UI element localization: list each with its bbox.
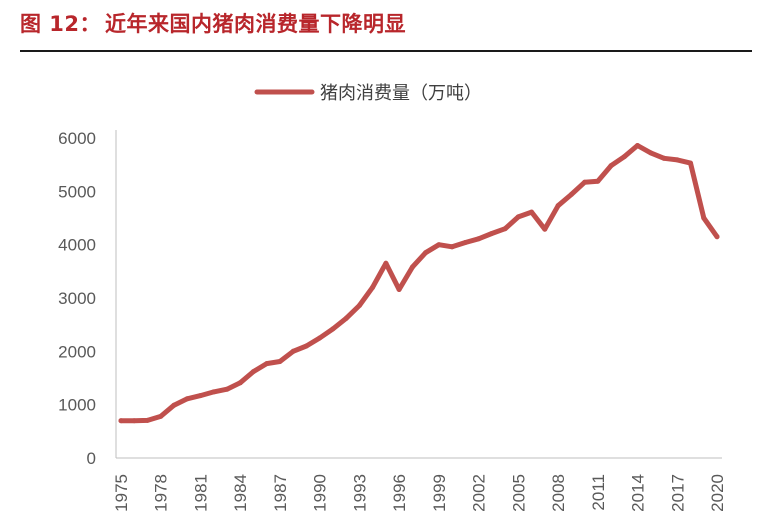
data-point	[423, 250, 429, 256]
data-point	[688, 160, 693, 166]
data-point	[515, 214, 521, 220]
data-point	[198, 393, 203, 399]
data-point	[383, 260, 389, 266]
data-point	[250, 369, 256, 375]
data-point	[595, 178, 601, 184]
figure-title-text: 近年来国内猪肉消费量下降明显	[105, 12, 407, 36]
data-point	[661, 155, 667, 161]
data-point	[224, 386, 230, 392]
x-tick-label: 2017	[668, 474, 687, 511]
data-point	[145, 417, 150, 423]
data-point	[370, 284, 376, 290]
data-point	[131, 418, 137, 424]
plot-area	[118, 143, 720, 424]
series-line-0	[118, 143, 720, 424]
data-point	[290, 348, 296, 354]
x-tick-label: 1990	[311, 474, 330, 511]
title-divider	[20, 50, 752, 52]
x-tick-label: 2002	[470, 474, 489, 511]
data-point	[635, 143, 640, 148]
data-point	[343, 315, 349, 321]
data-point	[303, 343, 309, 349]
x-tick-label: 1996	[390, 474, 409, 511]
x-tick-label: 2008	[549, 474, 568, 511]
data-point	[237, 380, 243, 386]
data-point	[568, 192, 574, 197]
y-axis-ticks: 0 1000 2000 3000 4000 5000 6000	[58, 129, 96, 468]
data-point	[396, 287, 402, 292]
data-point	[277, 359, 283, 364]
x-tick-label: 2011	[589, 474, 608, 511]
data-point	[462, 240, 468, 245]
x-tick-label: 1978	[152, 474, 171, 511]
data-point	[701, 215, 707, 221]
legend: 猪肉消费量（万吨）	[254, 83, 482, 104]
x-tick-label: 1993	[350, 474, 369, 511]
data-point	[502, 226, 508, 232]
data-point	[118, 418, 124, 424]
y-tick-label: 2000	[58, 342, 96, 361]
x-tick-label: 1987	[271, 474, 290, 511]
axes	[115, 130, 722, 459]
y-tick-label: 6000	[58, 129, 96, 148]
y-tick-label: 3000	[58, 289, 96, 308]
y-tick-label: 5000	[58, 182, 96, 201]
data-point	[264, 361, 270, 367]
data-point	[648, 150, 654, 156]
y-tick-label: 4000	[58, 236, 96, 255]
data-point	[356, 303, 362, 308]
data-point	[171, 402, 177, 408]
x-tick-label: 1999	[430, 474, 449, 511]
data-point	[621, 154, 627, 160]
data-point	[555, 203, 561, 209]
data-point	[184, 396, 190, 402]
data-point	[674, 157, 680, 163]
data-point	[158, 413, 164, 419]
data-point	[476, 236, 482, 242]
x-tick-label: 2005	[509, 474, 528, 511]
data-point	[317, 335, 323, 341]
data-point	[542, 226, 548, 232]
data-point	[489, 231, 495, 236]
data-point	[449, 244, 455, 250]
data-point	[409, 264, 415, 270]
y-tick-label: 1000	[58, 396, 96, 415]
x-tick-label: 1981	[191, 474, 210, 511]
data-point	[211, 389, 217, 395]
x-tick-label: 2014	[629, 474, 648, 511]
data-point	[608, 163, 614, 169]
x-tick-label: 2020	[708, 474, 727, 511]
legend-label: 猪肉消费量（万吨）	[320, 83, 482, 104]
x-tick-label: 1984	[231, 474, 250, 511]
data-point	[529, 209, 535, 215]
figure-label: 图 12：	[20, 12, 102, 36]
data-point	[714, 234, 720, 240]
figure-title: 图 12： 近年来国内猪肉消费量下降明显	[20, 8, 406, 38]
x-tick-label: 1975	[112, 474, 131, 511]
data-point	[582, 179, 588, 185]
data-point	[436, 242, 442, 248]
y-tick-label: 0	[87, 449, 96, 468]
x-axis-ticks: 1975 1978 1981 1984 1987 1990 1993 1996 1999 2002…	[112, 474, 727, 511]
data-point	[330, 326, 336, 332]
